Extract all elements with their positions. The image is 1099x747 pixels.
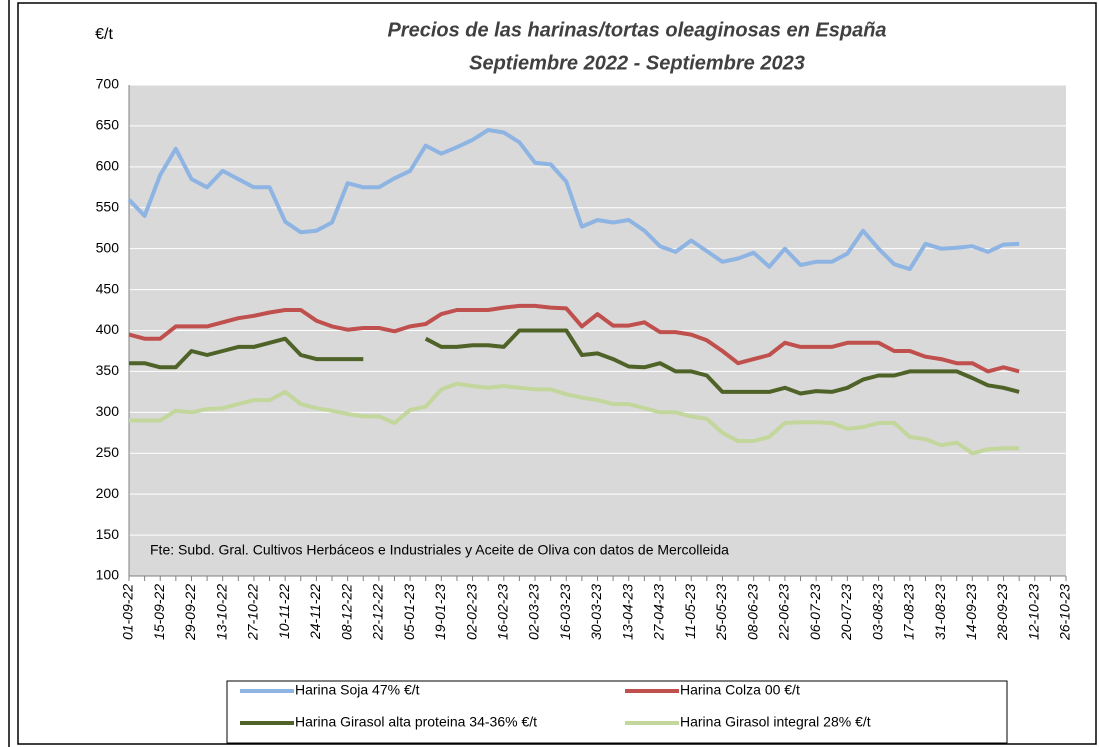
series-line [129,328,1020,396]
legend-box [226,680,1008,744]
x-tick-label: 15-09-22 [151,584,167,640]
x-tick-label: 30-03-23 [588,584,604,640]
y-tick-label: 700 [96,76,120,92]
y-tick-label: 350 [96,362,120,378]
x-tick-label: 22-12-22 [370,584,386,641]
series-line [128,303,1020,374]
annotation: Fte: Subd. Gral. Cultivos Herbáceos e In… [150,542,729,558]
x-tick-label: 29-09-22 [182,584,198,641]
x-tick-label: 08-12-22 [338,584,354,640]
x-tick-label: 24-11-22 [307,584,323,640]
y-tick-label: 500 [96,239,120,255]
x-tick-label: 26-10-23 [1057,584,1073,641]
x-tick-label: 27-10-22 [245,584,261,641]
x-tick-label: 16-03-23 [557,584,573,640]
x-tick-label: 31-08-23 [932,584,948,640]
x-tick-label: 06-07-23 [807,584,823,640]
y-tick-label: 600 [96,158,120,174]
x-tick-label: 14-09-23 [963,584,979,640]
x-tick-label: 16-02-23 [495,584,511,640]
x-tick-label: 19-01-23 [432,584,448,640]
y-unit-label: €/t [95,26,113,43]
x-tick-label: 08-06-23 [744,584,760,640]
x-tick-label: 13-04-23 [619,584,635,640]
y-tick-label: 550 [96,198,120,214]
series-line [129,381,1020,456]
y-tick-label: 250 [96,444,120,460]
y-tick-label: 200 [96,485,120,501]
legend-label: Harina Girasol alta proteina 34-36% €/t [295,714,537,730]
y-tick-label: 100 [96,567,120,583]
y-tick-label: 400 [96,321,120,337]
x-tick-label: 17-08-23 [901,584,917,640]
chart-subtitle: Septiembre 2022 - Septiembre 2023 [469,52,805,74]
x-tick-label: 22-06-23 [776,584,792,641]
chart-title: Precios de las harinas/tortas oleaginosa… [387,19,886,41]
y-tick-label: 300 [96,403,120,419]
x-tick-label: 02-03-23 [526,584,542,640]
x-tick-label: 05-01-23 [401,584,417,640]
x-tick-label: 03-08-23 [869,584,885,640]
legend-label: Harina Girasol integral 28% €/t [680,714,871,730]
x-tick-label: 01-09-22 [120,584,136,640]
x-tick-label: 12-10-23 [1025,584,1041,640]
legend-label: Harina Soja 47% €/t [295,682,420,698]
y-tick-label: 150 [96,526,120,542]
x-tick-label: 25-05-23 [713,584,729,641]
y-tick-label: 650 [96,117,120,133]
y-tick-label: 450 [96,280,120,296]
legend-label: Harina Colza 00 €/t [680,682,800,698]
series-line [127,128,1020,272]
x-tick-label: 10-11-22 [276,584,292,639]
x-tick-label: 20-07-23 [838,584,854,641]
x-tick-label: 02-02-23 [463,584,479,640]
x-tick-label: 28-09-23 [994,584,1010,641]
x-tick-label: 13-10-22 [213,584,229,640]
x-tick-label: 11-05-23 [682,584,698,639]
x-tick-label: 27-04-23 [651,584,667,641]
